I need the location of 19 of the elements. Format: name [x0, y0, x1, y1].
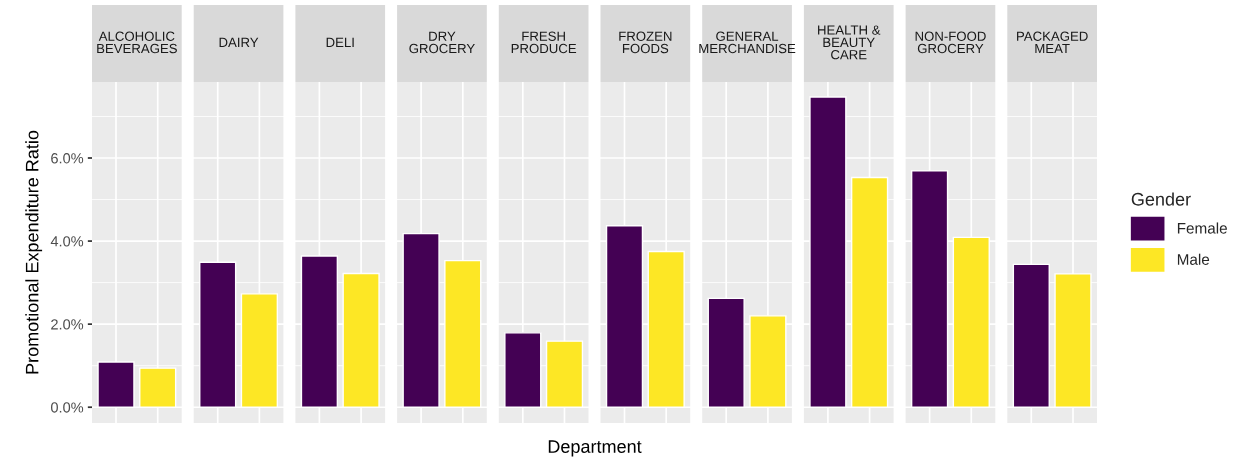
legend-title: Gender [1131, 192, 1191, 206]
x-tick-label: FRESH PRODUCE [511, 31, 577, 54]
x-tick-label: DAIRY [219, 37, 259, 47]
x-tick-label: HEALTH & BEAUTY CARE [818, 25, 881, 60]
y-tick-label: 6.0% [51, 153, 84, 164]
x-tick-label: FROZEN FOODS [619, 31, 672, 54]
y-tick-label: 0.0% [51, 402, 84, 413]
legend-label: Male [1177, 253, 1210, 265]
y-axis-title: Promotional Expenditure Ratio [25, 130, 43, 374]
x-tick-label: PACKAGED MEAT [1017, 31, 1088, 54]
x-axis-title: Department [548, 440, 642, 457]
x-tick-label: NON-FOOD GROCERY [915, 31, 986, 54]
y-tick-label: 2.0% [51, 319, 84, 330]
x-tick-label: GENERAL MERCHANDISE [699, 31, 796, 54]
y-tick-label: 4.0% [50, 236, 84, 247]
legend-label: Female [1177, 222, 1227, 234]
x-tick-label: DRY GROCERY [409, 31, 475, 54]
x-tick-label: DELI [326, 37, 354, 47]
x-tick-label: ALCOHOLIC BEVERAGES [97, 31, 177, 54]
